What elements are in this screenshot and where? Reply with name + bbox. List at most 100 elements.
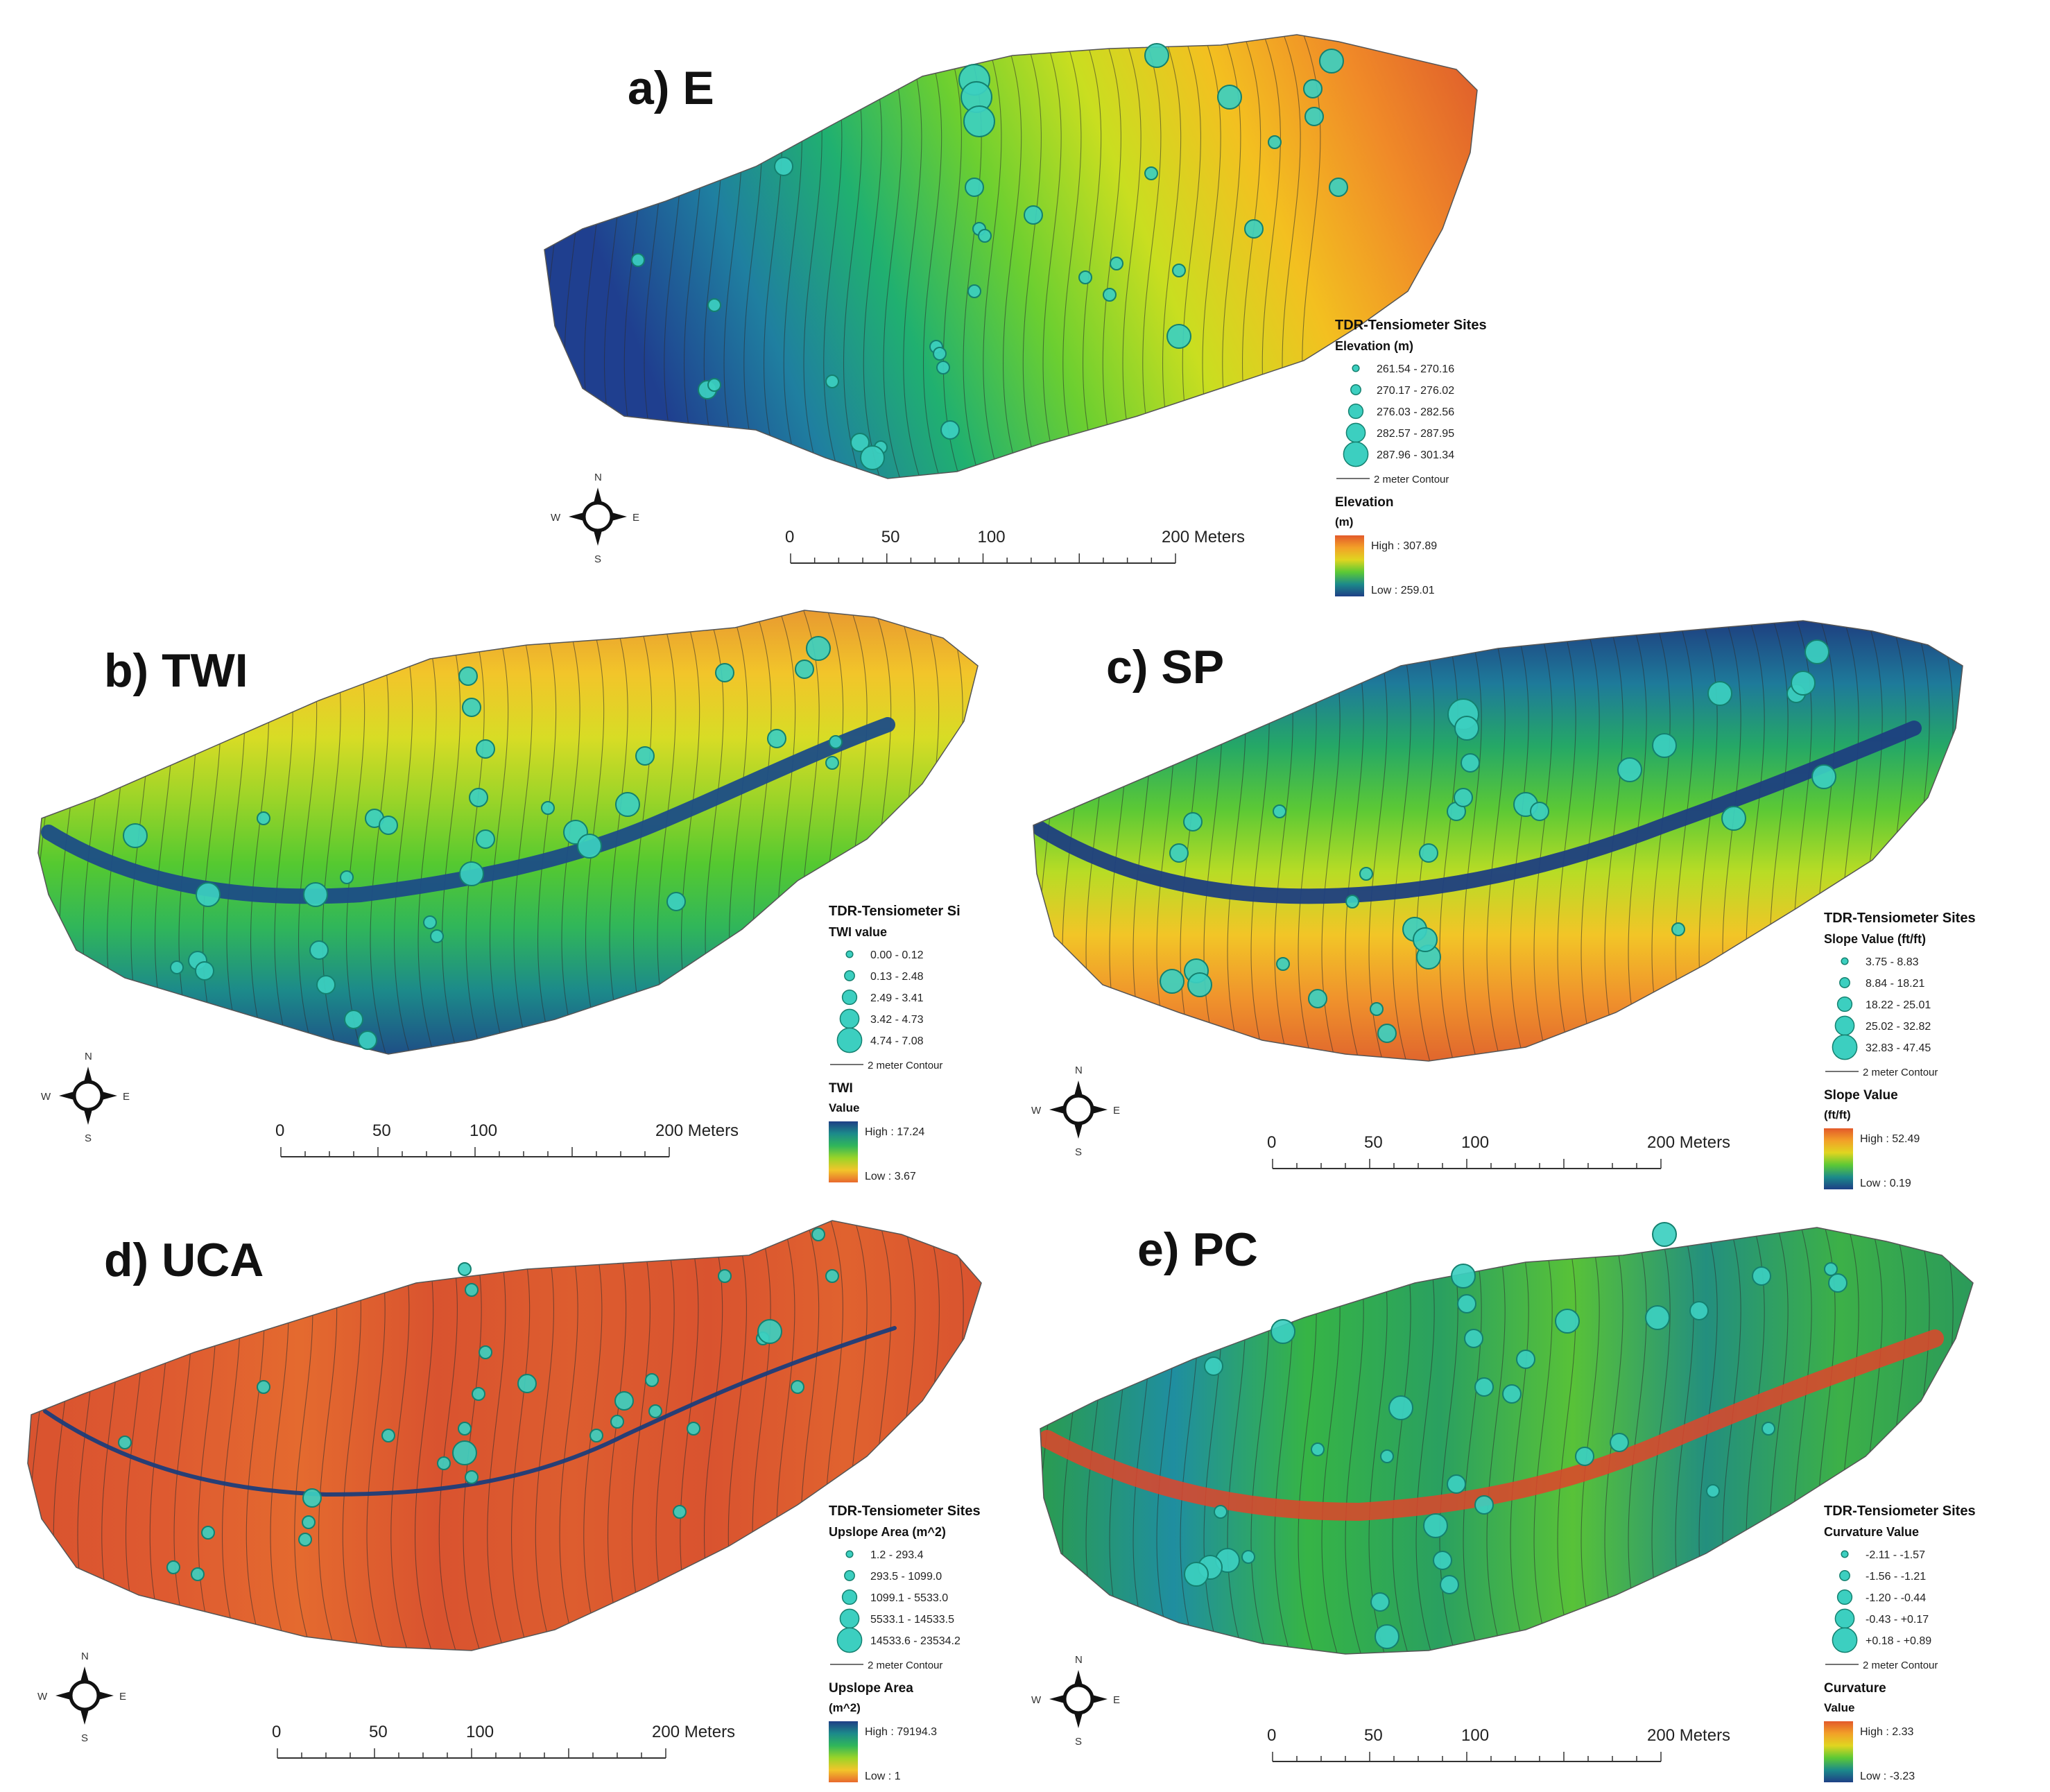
site-marker	[469, 788, 488, 807]
legend-low-label: Low : 259.01	[1371, 585, 1435, 596]
site-marker	[1811, 764, 1836, 789]
site-marker	[476, 739, 495, 759]
site-marker	[344, 1010, 363, 1029]
scale-label: 50	[881, 528, 900, 546]
site-marker	[1804, 639, 1829, 664]
compass-w: W	[1031, 1694, 1042, 1706]
legend-high-label: High : 307.89	[1371, 540, 1437, 552]
site-marker	[472, 1387, 485, 1401]
site-marker	[648, 1404, 662, 1418]
site-marker	[302, 1488, 322, 1508]
legend-contour-label: 2 meter Contour	[1863, 1660, 1938, 1671]
legend-class-label: 287.96 - 301.34	[1377, 449, 1454, 461]
catchment-outline	[1033, 620, 1963, 1062]
site-marker	[1214, 1505, 1228, 1519]
legend-class-symbol	[1839, 1570, 1850, 1581]
site-marker	[476, 829, 495, 849]
site-marker	[829, 735, 843, 749]
compass-e: E	[1113, 1105, 1120, 1117]
site-marker	[1304, 107, 1324, 126]
catchment-outline	[544, 34, 1478, 479]
legend-sites-title: TDR-Tensiometer Sites	[1335, 318, 1487, 333]
site-marker	[757, 1319, 782, 1344]
site-marker	[666, 892, 686, 911]
legend-sites-title: TDR-Tensiometer Sites	[1824, 1504, 1976, 1519]
panel-title: a) E	[628, 62, 714, 114]
legend-raster-title: Slope Value	[1824, 1088, 1898, 1103]
legend-high-label: High : 79194.3	[865, 1726, 937, 1738]
site-marker	[298, 1533, 312, 1547]
site-marker	[1454, 788, 1473, 807]
site-marker	[1303, 79, 1323, 98]
site-marker	[1244, 219, 1264, 239]
legend-class-symbol	[844, 1570, 855, 1581]
site-points	[123, 636, 843, 1050]
legend-class-label: 0.00 - 0.12	[870, 949, 924, 961]
site-marker	[1454, 716, 1479, 741]
scale-label: 200 Meters	[655, 1121, 739, 1140]
north-arrow-icon: N S E W	[41, 1051, 130, 1144]
site-marker	[615, 792, 640, 817]
site-points	[118, 1227, 839, 1581]
compass-e: E	[1113, 1694, 1120, 1706]
compass-n: N	[1075, 1654, 1083, 1666]
site-marker	[631, 253, 645, 267]
scale-label: 50	[372, 1121, 391, 1140]
scale-label: 0	[275, 1121, 284, 1140]
site-marker	[1555, 1309, 1580, 1334]
site-marker	[933, 347, 947, 361]
panel-title: c) SP	[1106, 641, 1224, 693]
legend-class-label: 276.03 - 282.56	[1377, 406, 1454, 418]
legend-class-label: 1.2 - 293.4	[870, 1549, 924, 1561]
legend-class-symbol	[1836, 1589, 1853, 1605]
stream-channel	[1033, 721, 1922, 904]
site-marker	[1474, 1495, 1494, 1515]
site-marker	[1187, 972, 1212, 997]
site-marker	[196, 882, 221, 907]
site-marker	[1183, 812, 1203, 832]
site-marker	[1169, 843, 1189, 863]
compass-s: S	[1075, 1736, 1082, 1748]
site-marker	[1273, 804, 1286, 818]
map-panel-b: b) TWI TDR-Tensiometer Si TWI value 0.00 - …	[37, 610, 979, 1182]
site-points	[1184, 1222, 1847, 1649]
raster-surface	[1040, 1227, 1973, 1654]
site-marker	[1530, 802, 1549, 821]
legend-class-label: 14533.6 - 23534.2	[870, 1635, 961, 1647]
site-marker	[965, 178, 984, 197]
site-marker	[1824, 1262, 1838, 1276]
site-marker	[1144, 166, 1158, 180]
site-marker	[1423, 1513, 1448, 1538]
site-marker	[1516, 1350, 1535, 1369]
legend-class-symbol	[845, 1550, 854, 1558]
site-marker	[825, 1269, 839, 1283]
scale-label: 0	[785, 528, 794, 546]
legend-class-label: 293.5 - 1099.0	[870, 1571, 942, 1583]
scale-label: 0	[272, 1723, 281, 1741]
site-marker	[1271, 1319, 1295, 1344]
legend-contour-label: 2 meter Contour	[1374, 474, 1449, 485]
site-marker	[257, 1380, 270, 1394]
scale-label: 50	[1364, 1726, 1383, 1745]
scale-label: 0	[1267, 1133, 1276, 1152]
legend-class-symbol	[1347, 403, 1364, 420]
legend-low-label: Low : -3.23	[1860, 1771, 1915, 1782]
site-marker	[1451, 1264, 1476, 1289]
site-marker	[1474, 1377, 1494, 1397]
legend-class-symbol	[844, 970, 855, 981]
legend-class-label: 3.75 - 8.83	[1866, 956, 1919, 968]
site-marker	[1380, 1449, 1394, 1463]
site-marker	[645, 1373, 659, 1387]
stream-channel	[1040, 1329, 1944, 1522]
site-marker	[1706, 1484, 1720, 1498]
legend-class-label: +0.18 - +0.89	[1866, 1635, 1931, 1647]
scale-bar: 0 50 100 200 Meters	[1267, 1133, 1730, 1169]
site-marker	[635, 746, 655, 766]
legend-class-label: -0.43 - +0.17	[1866, 1614, 1929, 1626]
site-marker	[1461, 753, 1480, 773]
map-panel-e: e) PC TDR-Tensiometer Sites Curvature Valu…	[1031, 1222, 1976, 1782]
site-marker	[1311, 1442, 1325, 1456]
site-marker	[1377, 1024, 1397, 1043]
legend-class-symbol	[845, 950, 854, 958]
legend-class-symbol	[1343, 441, 1369, 467]
